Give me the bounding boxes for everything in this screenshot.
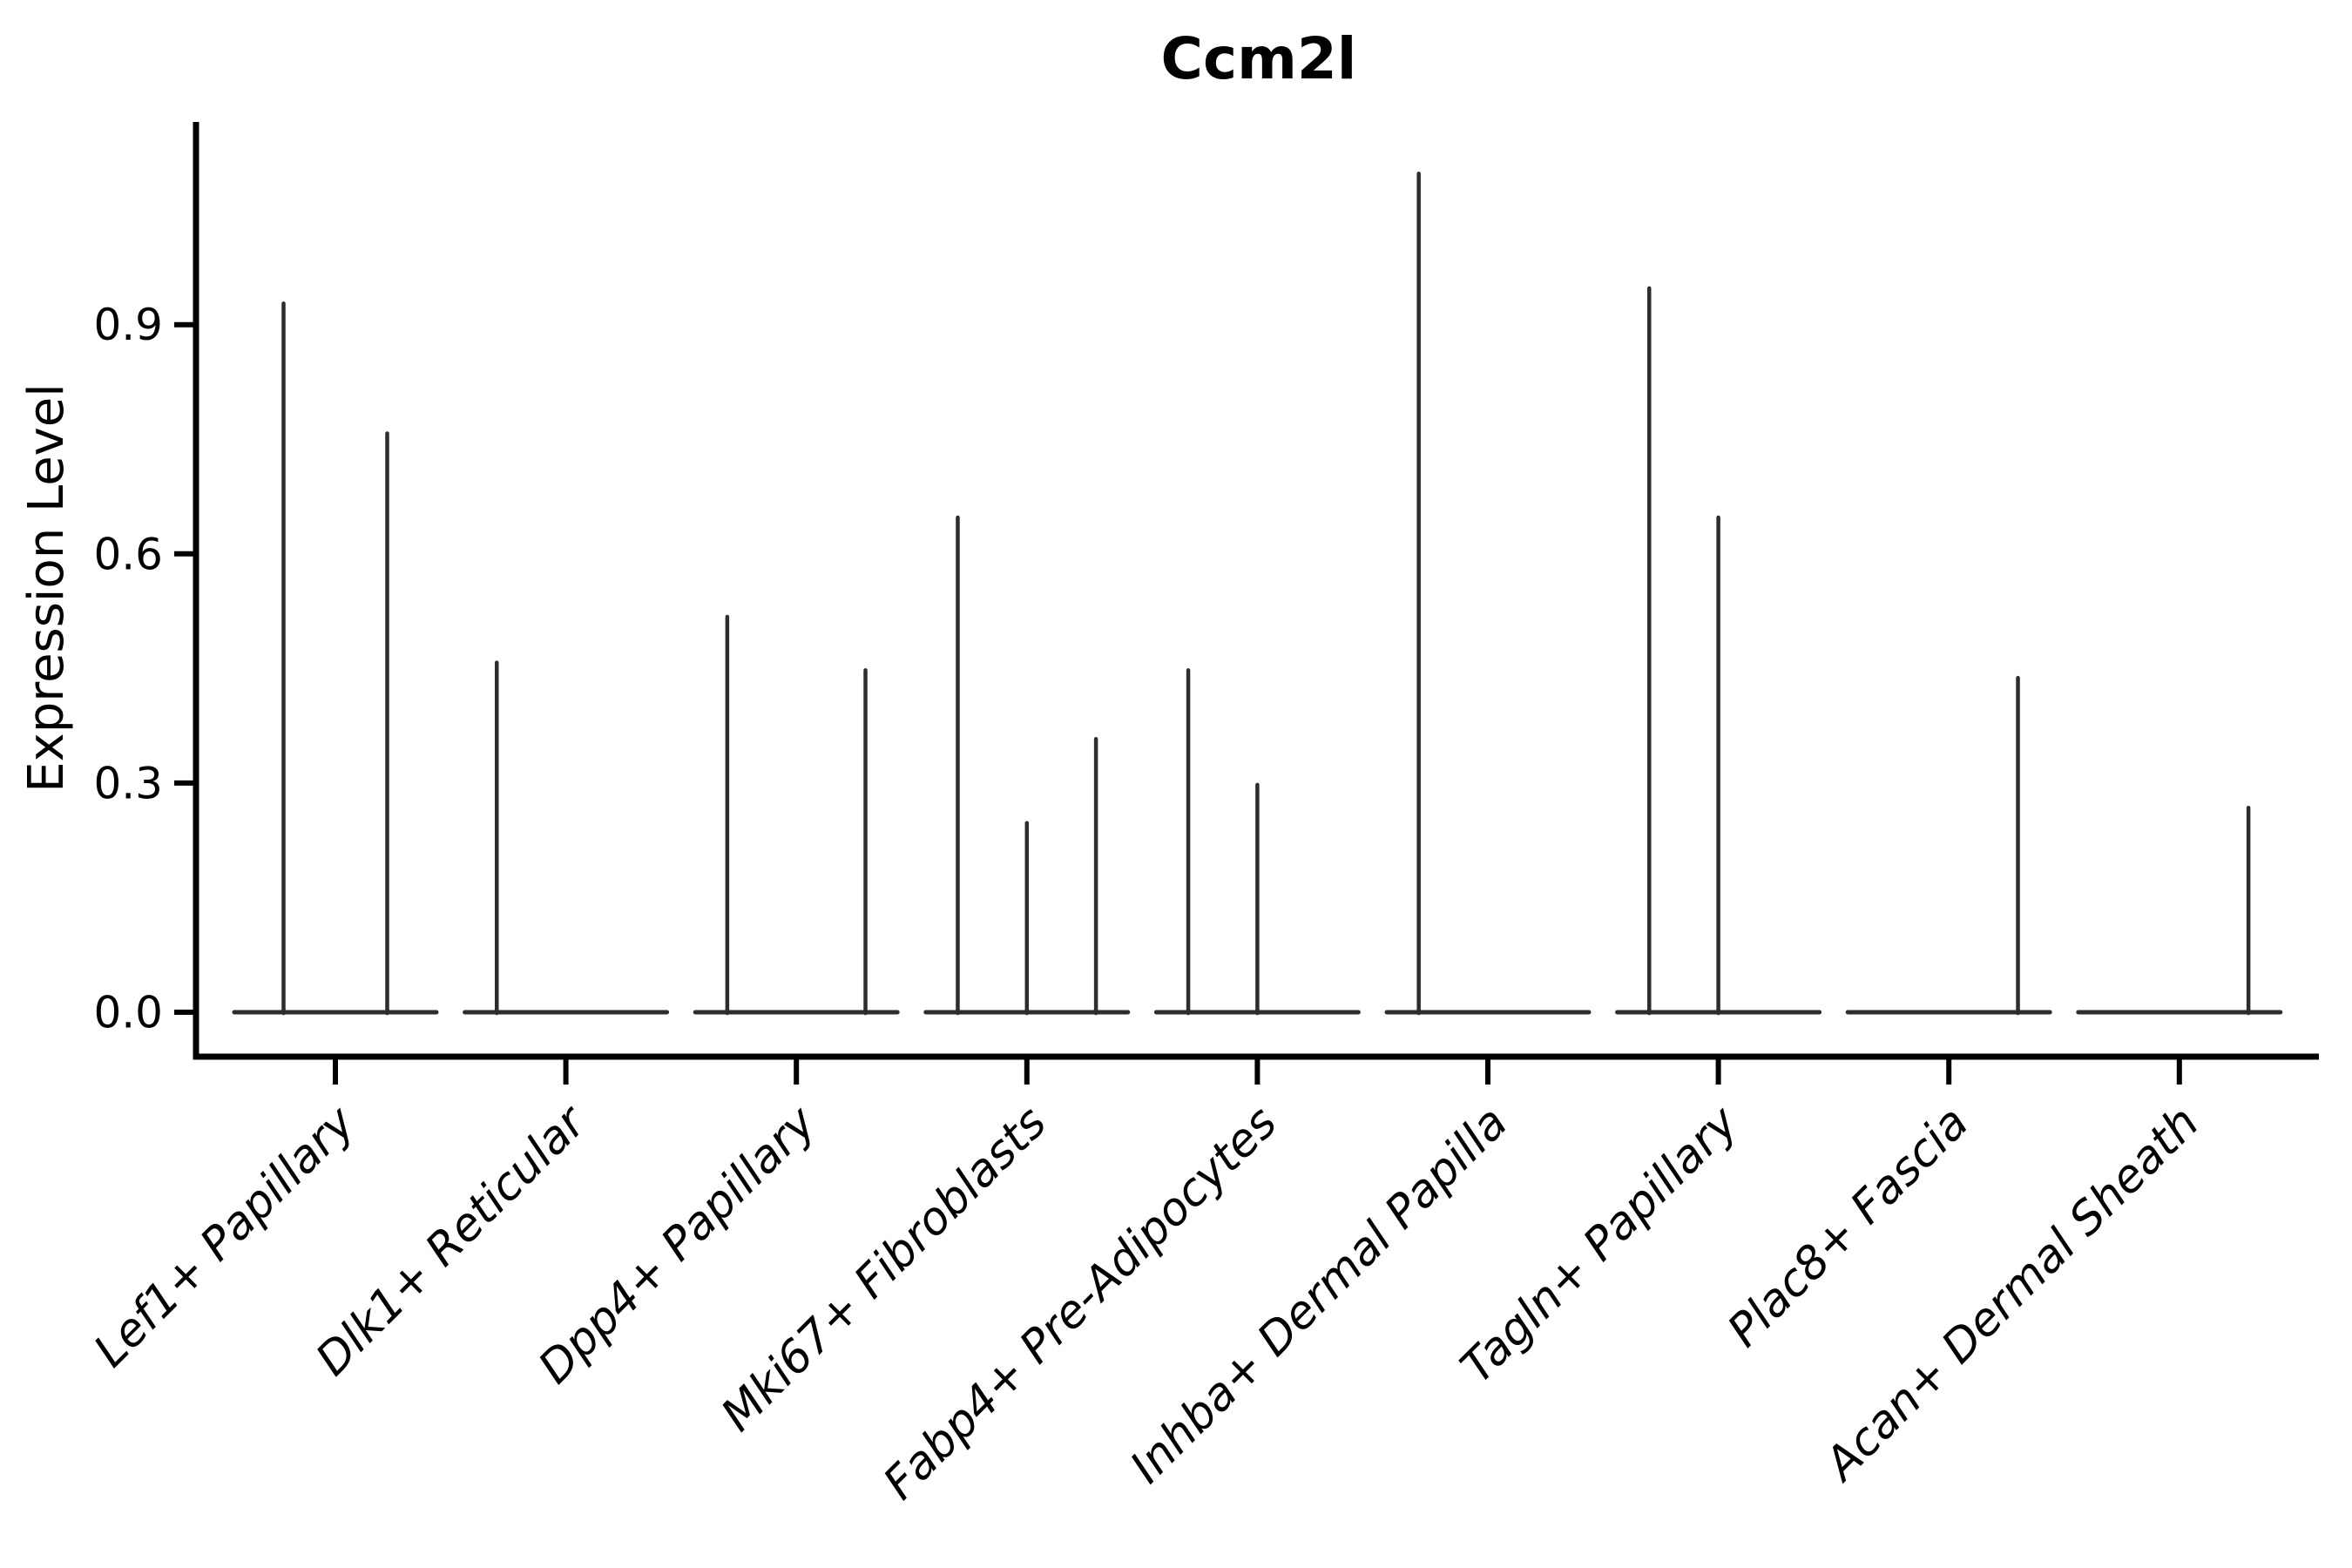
y-axis-title: Expression Level: [18, 383, 75, 793]
violin-dlk1-reticular: [463, 660, 670, 1016]
x-tick-label: Inhba+ Dermal Papilla: [1120, 1097, 1517, 1494]
violin-fabp4-pre-adipocytes: [1153, 668, 1361, 1016]
y-tick-label: 0.0: [93, 988, 163, 1038]
y-tick-label: 0.9: [93, 300, 163, 350]
x-tick-label: Plac8+ Fascia: [1718, 1097, 1978, 1357]
y-tick-label: 0.3: [93, 758, 163, 808]
violin-inhba-dermal-papilla: [1384, 172, 1592, 1016]
violin-acan-dermal-sheath: [2076, 805, 2283, 1016]
violins: [232, 172, 2283, 1016]
x-tick-label: Acan+ Dermal Sheath: [1814, 1097, 2209, 1492]
violin-tagln-papillary: [1615, 286, 1822, 1016]
violin-lef1-papillary: [232, 301, 439, 1016]
violin-plac8-fascia: [1845, 675, 2052, 1016]
x-axis-ticks: [333, 1057, 2182, 1085]
violin-mki67-fibroblasts: [923, 515, 1131, 1016]
y-axis-ticks: 0.0 0.3 0.6 0.9: [93, 300, 196, 1038]
chart-title: Ccm2l: [1161, 25, 1357, 92]
y-tick-label: 0.6: [93, 529, 163, 579]
violin-dpp4-papillary: [693, 614, 900, 1016]
x-tick-label: Fabp4+ Pre-Adipocytes: [874, 1097, 1288, 1511]
